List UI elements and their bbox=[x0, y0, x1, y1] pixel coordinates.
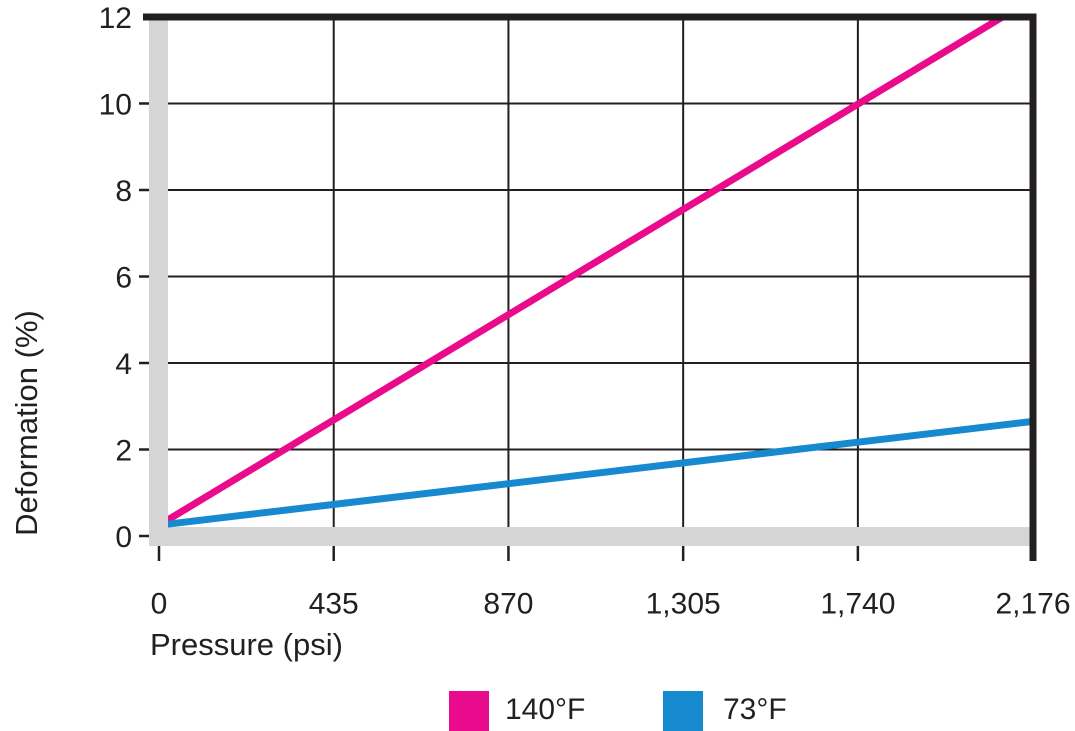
y-tick-label: 4 bbox=[115, 348, 132, 381]
legend-swatch-140f bbox=[449, 691, 489, 731]
legend-swatch-73f bbox=[663, 691, 703, 731]
legend-label-73f: 73°F bbox=[723, 693, 787, 726]
x-tick-label: 435 bbox=[309, 588, 359, 621]
plot-area: 0 2 4 6 8 10 12 0 435 870 1,305 1,740 2,176 bbox=[99, 2, 1071, 621]
y-tick-label: 6 bbox=[115, 261, 132, 294]
y-axis-title: Deformation (%) bbox=[9, 310, 44, 536]
x-tick-label: 870 bbox=[483, 588, 533, 621]
y-tick-label: 10 bbox=[99, 88, 132, 121]
y-tick-label: 0 bbox=[115, 521, 132, 554]
x-tick-label: 1,740 bbox=[820, 588, 895, 621]
y-tick-label: 2 bbox=[115, 434, 132, 467]
legend-label-140f: 140°F bbox=[505, 693, 586, 726]
x-tick-label: 0 bbox=[151, 588, 168, 621]
x-tick-label: 2,176 bbox=[995, 588, 1070, 621]
y-axis-band bbox=[149, 19, 168, 546]
x-axis-title: Pressure (psi) bbox=[150, 627, 343, 662]
y-tick-label: 8 bbox=[115, 175, 132, 208]
series-line-73f bbox=[158, 417, 1034, 529]
x-axis-band bbox=[149, 527, 1030, 546]
series-line-140f bbox=[157, 14, 1005, 529]
y-tick-label: 12 bbox=[99, 2, 132, 35]
x-tick-label: 1,305 bbox=[646, 588, 721, 621]
